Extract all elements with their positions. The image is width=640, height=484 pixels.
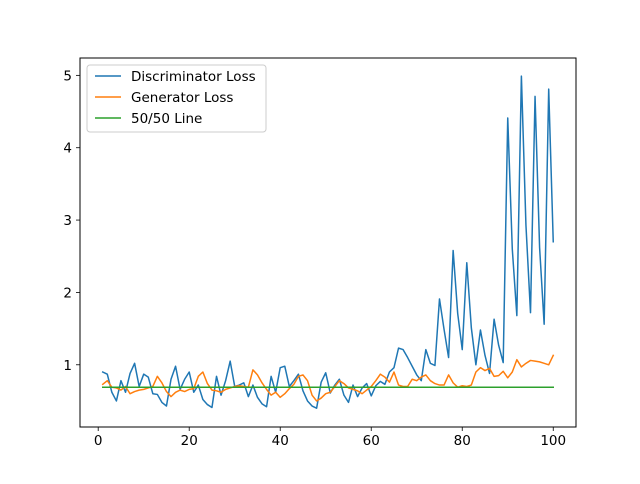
x-axis-ticks: 0 20 40 60 80 100 — [94, 427, 566, 449]
series-line-generator-loss — [101, 354, 555, 402]
y-axis-ticks: 1 2 3 4 5 — [63, 68, 80, 374]
axes-frame — [79, 57, 577, 428]
y-tick-label: 5 — [63, 68, 72, 84]
plot-lines — [101, 75, 555, 409]
x-tick-label: 60 — [363, 433, 380, 449]
y-tick-label: 1 — [63, 358, 72, 374]
y-tick-label: 2 — [63, 285, 72, 301]
y-tick-label: 4 — [63, 141, 72, 157]
x-tick-label: 20 — [181, 433, 198, 449]
legend-box — [86, 64, 267, 133]
x-tick-label: 100 — [540, 433, 566, 449]
series-line-discriminator-loss — [101, 75, 555, 409]
x-tick-label: 80 — [454, 433, 471, 449]
y-tick-label: 3 — [63, 213, 72, 229]
legend-label-50-50-line: 50/50 Line — [131, 111, 202, 127]
x-tick-label: 40 — [272, 433, 289, 449]
legend-label-discriminator-loss: Discriminator Loss — [131, 69, 256, 85]
legend: Discriminator Loss Generator Loss 50/50 Li… — [86, 64, 267, 133]
x-tick-label: 0 — [94, 433, 103, 449]
legend-label-generator-loss: Generator Loss — [131, 90, 233, 106]
